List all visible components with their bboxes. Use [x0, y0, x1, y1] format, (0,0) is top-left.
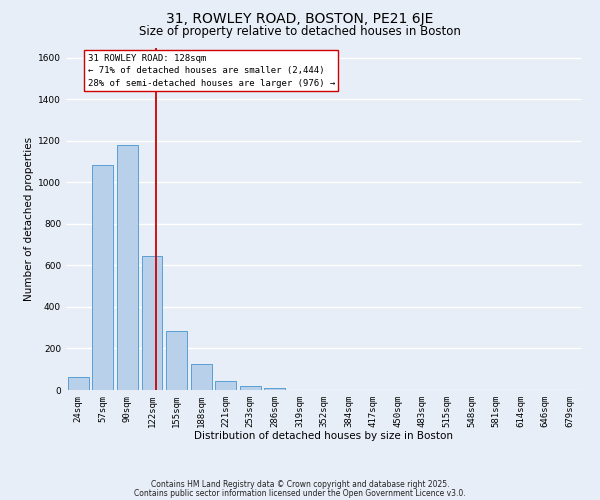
X-axis label: Distribution of detached houses by size in Boston: Distribution of detached houses by size … [194, 432, 454, 442]
Bar [166, 331, 187, 390]
Bar [142, 256, 163, 390]
Bar [240, 386, 261, 390]
Bar [117, 145, 138, 390]
Bar [215, 380, 236, 390]
Y-axis label: Number of detached properties: Number of detached properties [24, 136, 34, 301]
Bar [265, 388, 286, 390]
Text: Contains public sector information licensed under the Open Government Licence v3: Contains public sector information licen… [134, 488, 466, 498]
Bar [92, 165, 113, 390]
Text: 31, ROWLEY ROAD, BOSTON, PE21 6JE: 31, ROWLEY ROAD, BOSTON, PE21 6JE [166, 12, 434, 26]
Bar [68, 376, 89, 390]
Bar [191, 364, 212, 390]
Text: Contains HM Land Registry data © Crown copyright and database right 2025.: Contains HM Land Registry data © Crown c… [151, 480, 449, 489]
Text: Size of property relative to detached houses in Boston: Size of property relative to detached ho… [139, 25, 461, 38]
Text: 31 ROWLEY ROAD: 128sqm
← 71% of detached houses are smaller (2,444)
28% of semi-: 31 ROWLEY ROAD: 128sqm ← 71% of detached… [88, 54, 335, 88]
